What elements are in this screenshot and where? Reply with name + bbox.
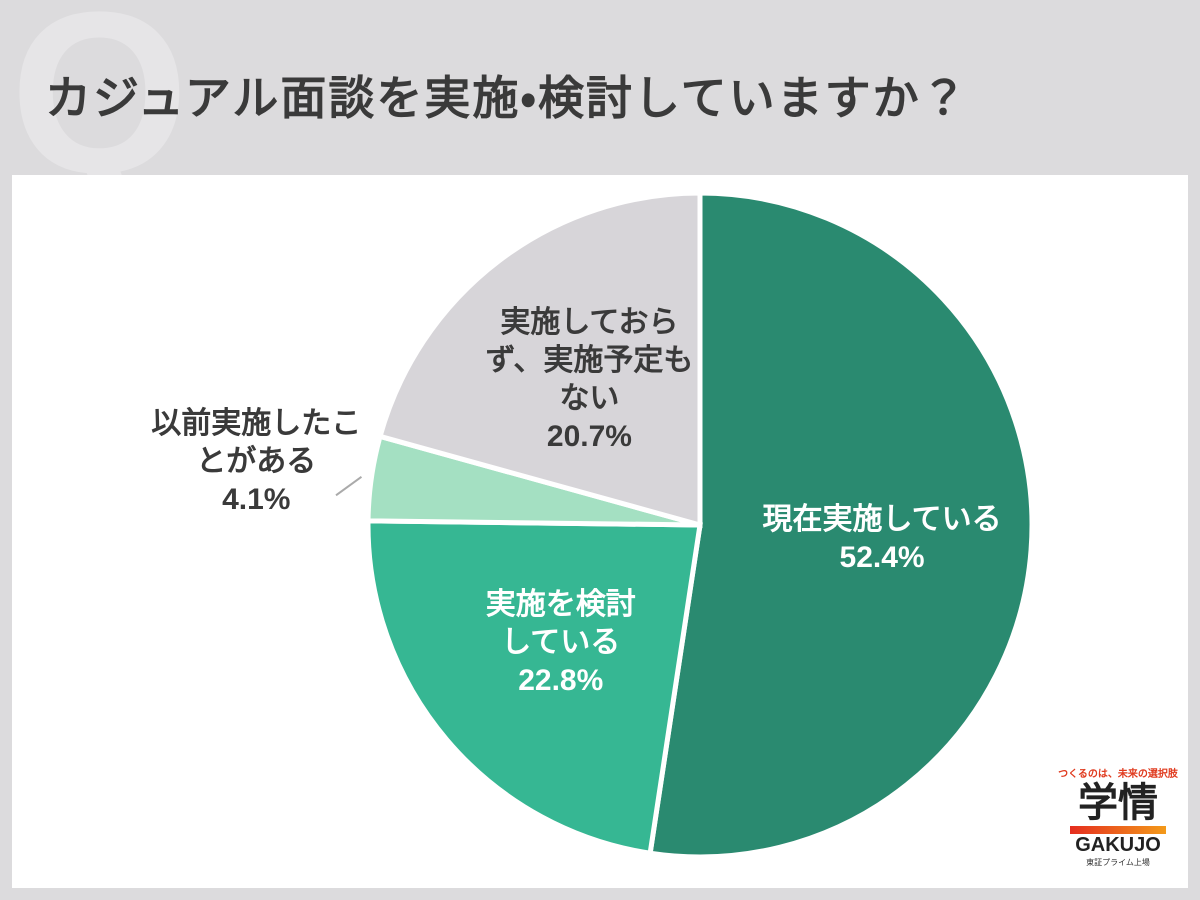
category-label: 以前実施したことがある bbox=[151, 406, 362, 478]
category-label: 実施を検討している bbox=[485, 588, 636, 660]
value-label: 4.1% bbox=[222, 482, 291, 516]
logo-tagline: つくるのは、未来の選択肢 bbox=[1058, 769, 1178, 780]
logo-name: 学情 bbox=[1078, 781, 1158, 825]
category-label: 現在実施している bbox=[762, 502, 1002, 536]
logo-roman: GAKUJO bbox=[1075, 834, 1161, 856]
pie-slice bbox=[365, 518, 703, 857]
chart-title: カジュアル面談を実施・検討していますか？ bbox=[45, 72, 969, 124]
category-label: 実施しておらず、実施予定もない bbox=[485, 305, 694, 415]
value-label: 52.4% bbox=[839, 540, 925, 574]
slice-label: 実施しておらず、実施予定もない 20.7% bbox=[482, 304, 697, 456]
logo: つくるのは、未来の選択肢 学情 GAKUJO 東証プライム上場 bbox=[1058, 765, 1178, 868]
slice-label: 実施を検討している 22.8% bbox=[476, 586, 646, 700]
pie-slice bbox=[647, 190, 1035, 860]
leader-line bbox=[335, 476, 363, 497]
logo-listing: 東証プライム上場 bbox=[1086, 858, 1150, 867]
slice-label: 現在実施している 52.4% bbox=[752, 501, 1012, 577]
pie-slice bbox=[376, 190, 703, 529]
logo-bar bbox=[1070, 826, 1166, 834]
value-label: 22.8% bbox=[518, 664, 604, 698]
slice-label: 以前実施したことがある 4.1% bbox=[146, 405, 366, 519]
value-label: 20.7% bbox=[546, 419, 632, 453]
